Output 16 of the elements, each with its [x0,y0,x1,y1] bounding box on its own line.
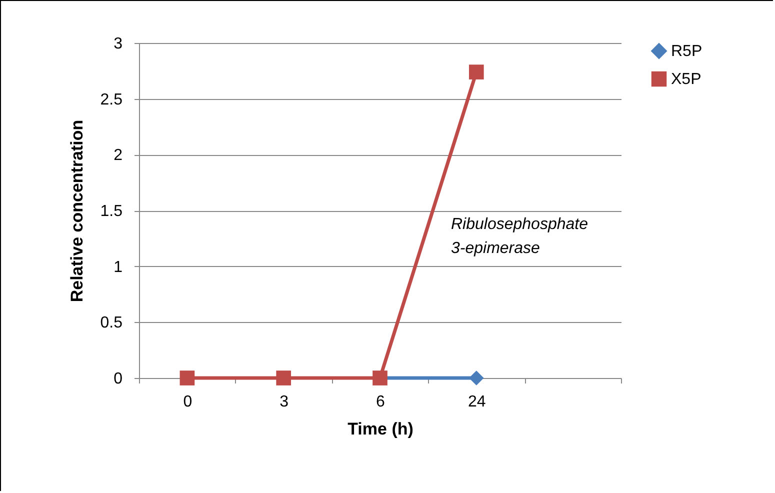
y-tick-label: 0 [114,370,123,388]
legend-label: R5P [671,43,702,60]
legend-label: X5P [671,71,702,88]
y-tick-label: 2.5 [100,91,123,108]
x-tick-label: 3 [280,394,289,410]
y-tick-label: 1.5 [100,203,123,220]
x-tick-label: 6 [376,394,386,410]
annotation: Ribulosephosphate 3-epimerase [451,216,588,257]
y-tick-label: 2 [114,147,123,164]
y-tick-label: 0.5 [100,314,123,332]
y-tick-label: 1 [114,258,123,276]
y-tick-label: 3 [114,36,123,52]
y-axis-title: Relative concentration [67,120,86,302]
x-axis-title: Time (h) [348,420,414,438]
x-tick-label: 0 [183,394,192,410]
x-tick-label: 24 [468,394,486,410]
